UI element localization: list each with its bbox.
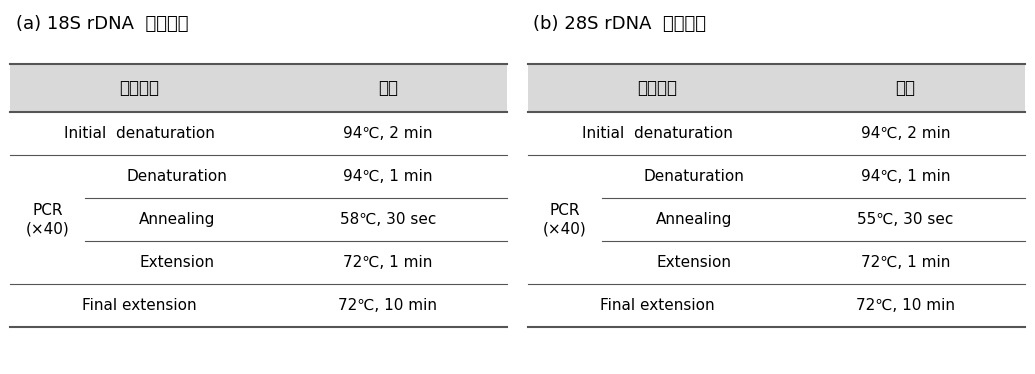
Text: 반응단계: 반응단계 <box>119 79 159 97</box>
Text: Denaturation: Denaturation <box>644 169 745 184</box>
Text: 72℃, 1 min: 72℃, 1 min <box>861 255 950 270</box>
Text: 55℃, 30 sec: 55℃, 30 sec <box>857 212 953 227</box>
Text: (×40): (×40) <box>543 221 587 237</box>
FancyBboxPatch shape <box>10 64 507 112</box>
Text: (a) 18S rDNA  반응조건: (a) 18S rDNA 반응조건 <box>16 15 188 33</box>
FancyBboxPatch shape <box>528 64 1025 112</box>
Text: Final extension: Final extension <box>82 298 197 313</box>
Text: 조건: 조건 <box>895 79 915 97</box>
Text: Extension: Extension <box>657 255 732 270</box>
Text: (×40): (×40) <box>26 221 69 237</box>
Text: 58℃, 30 sec: 58℃, 30 sec <box>339 212 436 227</box>
Text: 94℃, 1 min: 94℃, 1 min <box>344 169 433 184</box>
Text: 72℃, 10 min: 72℃, 10 min <box>338 298 438 313</box>
Text: Annealing: Annealing <box>139 212 215 227</box>
Text: Denaturation: Denaturation <box>126 169 228 184</box>
Text: 94℃, 1 min: 94℃, 1 min <box>861 169 950 184</box>
Text: PCR: PCR <box>550 203 581 218</box>
Text: Annealing: Annealing <box>656 212 733 227</box>
Text: Final extension: Final extension <box>599 298 714 313</box>
Text: 72℃, 10 min: 72℃, 10 min <box>856 298 955 313</box>
Text: PCR: PCR <box>32 203 63 218</box>
Text: 조건: 조건 <box>378 79 397 97</box>
Text: 94℃, 2 min: 94℃, 2 min <box>344 126 433 141</box>
Text: 72℃, 1 min: 72℃, 1 min <box>344 255 433 270</box>
Text: Initial  denaturation: Initial denaturation <box>64 126 215 141</box>
Text: (b) 28S rDNA  반응조건: (b) 28S rDNA 반응조건 <box>533 15 706 33</box>
Text: Extension: Extension <box>140 255 214 270</box>
Text: 94℃, 2 min: 94℃, 2 min <box>861 126 950 141</box>
Text: Initial  denaturation: Initial denaturation <box>582 126 733 141</box>
Text: 반응단계: 반응단계 <box>637 79 677 97</box>
